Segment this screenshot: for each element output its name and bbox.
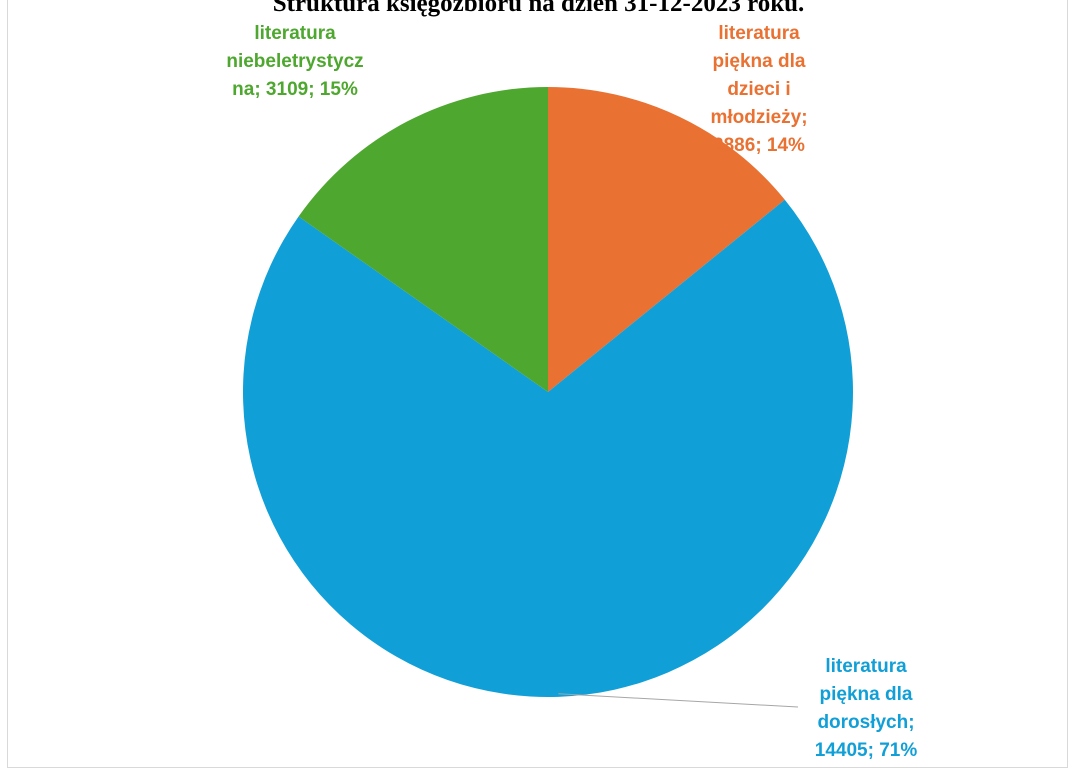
pie-chart: literatura piękna dla dzieci i młodzieży; 28… — [226, 23, 917, 761]
data-label-literatura-niebeletrystyczna: literatura niebeletrystycz na; 3109; 15% — [226, 23, 363, 100]
data-label-line: literatura — [254, 23, 336, 44]
pie-slice-literatura-piekna-dla-doroslych — [242, 199, 853, 698]
chart-title: Struktura księgozbioru na dzień 31-12-20… — [272, 0, 805, 17]
data-label-line: młodzieży; — [710, 107, 807, 128]
data-label-line: dzieci i — [727, 79, 790, 100]
data-label-line: niebeletrystycz — [226, 51, 363, 72]
data-label-line: piękna dla — [713, 51, 806, 72]
data-label-line: piękna dla — [820, 684, 913, 705]
pie-slices — [242, 87, 853, 698]
leader-line-literatura-piekna-dla-doroslych — [558, 693, 799, 708]
data-label-line: na; 3109; 15% — [232, 79, 358, 100]
data-labels: literatura piękna dla dzieci i młodzieży; 28… — [226, 23, 917, 761]
data-label-literatura-piekna-dla-dzieci-i-mlodziezy: literatura piękna dla dzieci i młodzieży; 28… — [710, 23, 807, 156]
data-label-line: 14405; 71% — [815, 740, 918, 761]
data-label-line: literatura — [718, 23, 800, 44]
data-label-line: 2886; 14% — [713, 135, 805, 156]
leader-lines — [558, 693, 799, 708]
chart-frame: Struktura księgozbioru na dzień 31-12-20… — [7, 0, 1068, 768]
data-label-line: dorosłych; — [817, 712, 914, 733]
data-label-line: literatura — [825, 656, 907, 677]
pie-slice-literatura-niebeletrystyczna — [298, 87, 548, 392]
pie-slice-literatura-piekna-dla-dzieci-i-mlodziezy — [548, 87, 785, 392]
data-label-literatura-piekna-dla-doroslych: literatura piękna dla dorosłych; 14405; 71% — [815, 656, 918, 761]
